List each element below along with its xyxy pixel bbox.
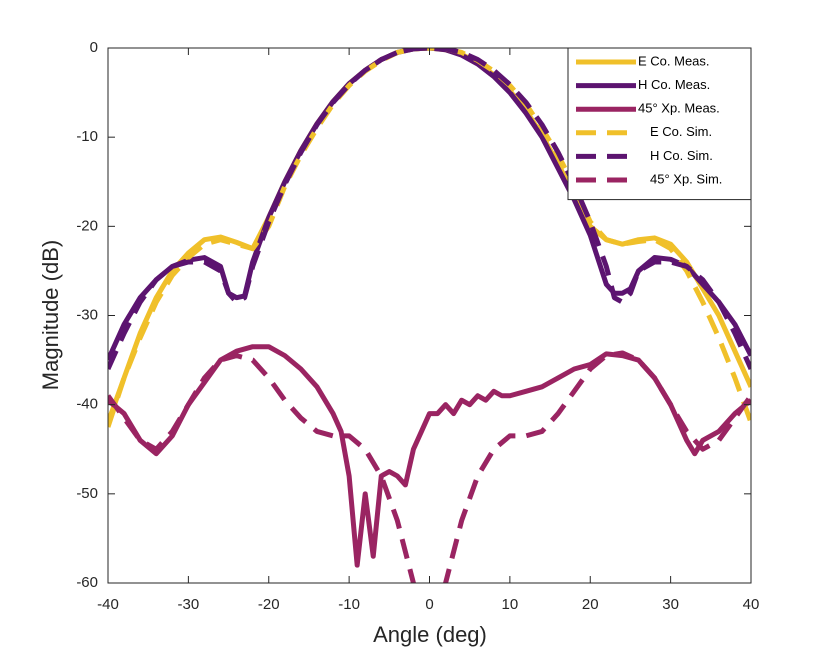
x-tick-label: 0 — [425, 596, 433, 613]
y-axis-label: Magnitude (dB) — [38, 240, 63, 390]
x-axis-label: Angle (deg) — [373, 622, 487, 647]
legend-label: E Co. Meas. — [638, 53, 710, 68]
y-tick-label: -40 — [76, 396, 98, 413]
series-line — [108, 48, 751, 371]
y-tick-label: 0 — [90, 39, 98, 56]
y-tick-label: -30 — [76, 306, 98, 323]
legend-label: H Co. Meas. — [638, 77, 710, 92]
x-tick-label: -10 — [338, 596, 360, 613]
legend: E Co. Meas. H Co. Meas. 45° Xp. Meas. E Co.… — [567, 47, 752, 201]
x-tick-label: -20 — [258, 596, 280, 613]
x-tick-label: 30 — [662, 596, 679, 613]
y-tick-label: -60 — [76, 574, 98, 591]
y-tick-label: -10 — [76, 128, 98, 145]
legend-label: 45° Xp. Meas. — [638, 101, 720, 116]
y-tick-label: -50 — [76, 485, 98, 502]
legend-label: 45° Xp. Sim. — [650, 171, 722, 186]
legend-box — [567, 47, 752, 201]
series-line — [108, 350, 751, 583]
y-tick-label: -20 — [76, 217, 98, 234]
axes: -40 -30 -20 -10 0 10 20 30 40 -60 -50 -40 -30 -20 -10 0 — [76, 39, 759, 613]
lines — [108, 48, 751, 583]
x-tick-label: -30 — [178, 596, 200, 613]
x-tick-label: 10 — [502, 596, 519, 613]
x-tick-label: -40 — [97, 596, 119, 613]
series-line — [108, 48, 751, 428]
axes-box — [107, 47, 752, 584]
legend-label: E Co. Sim. — [650, 124, 712, 139]
x-tick-label: 20 — [582, 596, 599, 613]
legend-label: H Co. Sim. — [650, 148, 713, 163]
x-tick-label: 40 — [743, 596, 760, 613]
